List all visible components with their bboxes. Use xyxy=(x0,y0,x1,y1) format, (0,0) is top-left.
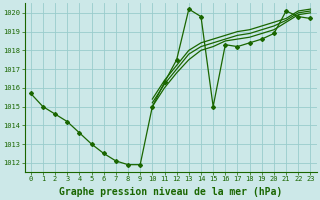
X-axis label: Graphe pression niveau de la mer (hPa): Graphe pression niveau de la mer (hPa) xyxy=(59,186,282,197)
